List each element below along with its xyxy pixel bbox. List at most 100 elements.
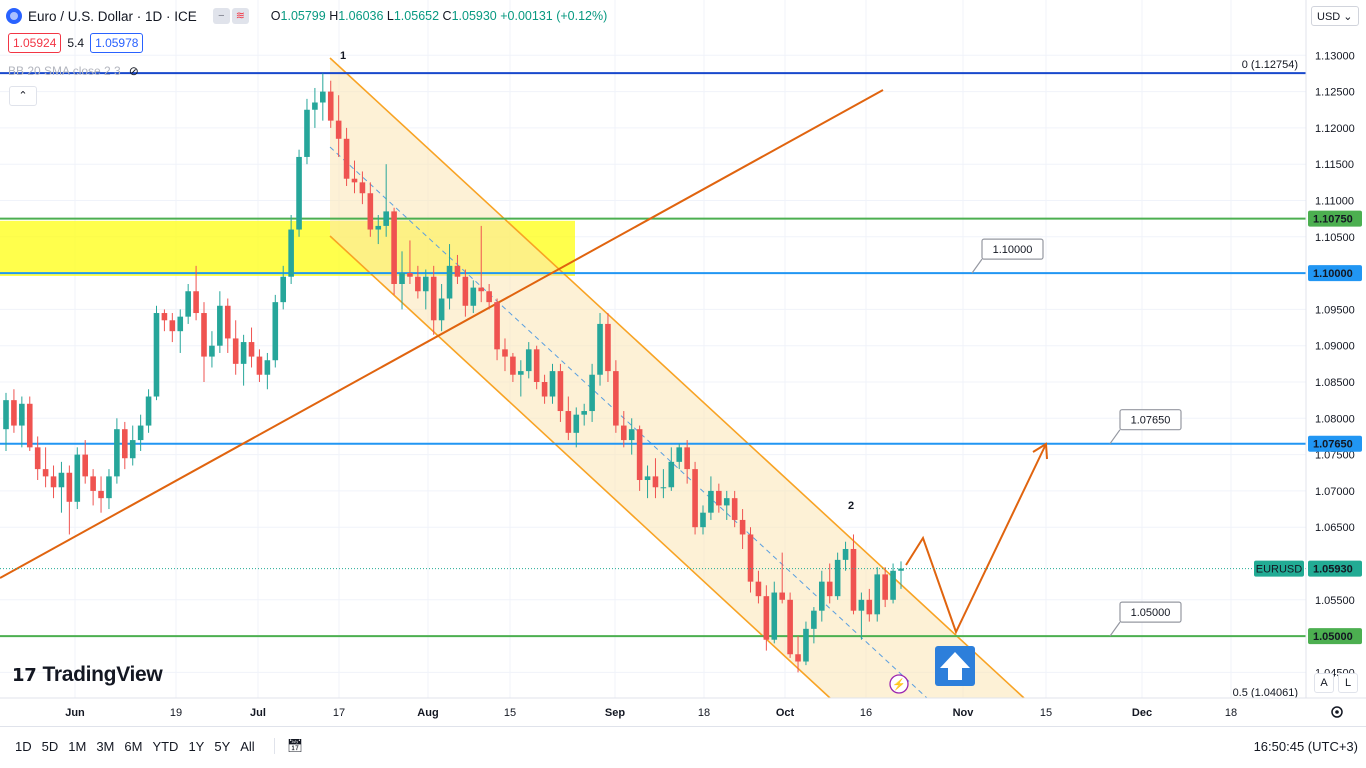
log-scale-button[interactable]: L [1338, 673, 1358, 693]
tf-1m[interactable]: 1M [68, 738, 87, 754]
price-tag-text: 1.05000 [1313, 631, 1353, 643]
candle-body [454, 265, 461, 277]
candle-body [438, 298, 445, 321]
collapse-legend-button[interactable]: ⌃ [9, 86, 37, 106]
tf-1d[interactable]: 1D [15, 738, 32, 754]
candle [161, 309, 168, 332]
price-tag-support-105000 [1308, 628, 1362, 645]
candle-body [700, 512, 706, 528]
candle [462, 269, 469, 317]
tf-1y[interactable]: 1Y [188, 738, 205, 754]
candle-body [605, 323, 611, 372]
candle [304, 98, 310, 165]
date-range-icon[interactable]: 📅︎ [273, 738, 309, 754]
candle-body [217, 305, 223, 346]
candle-body [874, 574, 881, 615]
candle-body [795, 654, 801, 662]
time-tick: Oct [776, 707, 795, 719]
candle [660, 469, 667, 499]
candle-body [19, 403, 25, 426]
tradingview-logo[interactable]: 𝟭𝟳 TradingView [12, 663, 163, 687]
candle [19, 396, 25, 448]
time-tick: 16 [860, 707, 872, 719]
grid [0, 0, 1306, 698]
low-label: L [386, 9, 394, 23]
candle-body [240, 342, 247, 364]
price-tag-resistance-110750 [1308, 210, 1362, 227]
candle-body [359, 182, 366, 194]
bottom-toolbar: 1D 5D 1M 3M 6M YTD 1Y 5Y All 📅︎ 16:50:45… [0, 726, 1366, 765]
clock[interactable]: 16:50:45 (UTC+3) [1253, 739, 1358, 754]
currency-select[interactable]: USD ⌄ [1311, 6, 1359, 26]
tf-3m[interactable]: 3M [96, 738, 115, 754]
projection-path [905, 443, 1047, 635]
candle-body [668, 461, 675, 488]
time-tick: Jun [65, 707, 85, 719]
candle-body [684, 447, 690, 470]
time-tick: 17 [333, 707, 345, 719]
candle [533, 345, 540, 390]
price-axis: 1.13000 1.12500 1.12000 1.11500 1.11000 1.105… [1254, 0, 1366, 698]
candle-body [533, 349, 540, 382]
minus-icon[interactable]: − [212, 8, 230, 24]
tf-5d[interactable]: 5D [41, 738, 59, 754]
callout-text: 1.07650 [1131, 415, 1171, 427]
candle [383, 164, 389, 237]
wave-icon[interactable]: ≋ [231, 8, 249, 24]
tf-5y[interactable]: 5Y [214, 738, 231, 754]
candle [834, 552, 841, 600]
compare-toggle[interactable]: − ≋ [212, 8, 249, 24]
candle [874, 567, 881, 622]
candle [232, 320, 239, 375]
candle-body [763, 596, 770, 640]
candle [779, 552, 785, 604]
candle [739, 509, 746, 549]
candle-body [193, 291, 199, 314]
candle-body [161, 313, 168, 321]
callout-pointer [971, 258, 983, 274]
price-tick: 1.09500 [1315, 304, 1355, 316]
time-tick: Dec [1132, 707, 1152, 719]
candle [327, 80, 334, 128]
candle-body [66, 472, 73, 502]
candle [795, 636, 801, 673]
callout-level-107650: 1.07650 [1109, 409, 1182, 445]
candle-body [256, 356, 263, 375]
channel-upper [329, 57, 1025, 699]
buy-price-button[interactable]: 1.05978 [90, 33, 144, 53]
uptrend-line [0, 89, 884, 579]
callout-box [981, 238, 1044, 260]
candle [3, 392, 9, 451]
candle [605, 313, 611, 382]
candle-body [882, 574, 888, 600]
candle-body [343, 138, 350, 179]
fib-0-label: 0 (1.12754) [1242, 59, 1298, 71]
high-label: H [329, 9, 339, 23]
eye-hidden-icon[interactable]: ⊘ [128, 64, 139, 78]
candle-body [446, 265, 453, 299]
candle [723, 490, 730, 520]
tf-ytd[interactable]: YTD [152, 738, 179, 754]
channel-lower [329, 235, 831, 699]
projection-arrowhead [1032, 442, 1048, 460]
candle [700, 505, 706, 535]
candle-body [739, 519, 746, 535]
price-tick: 1.08500 [1315, 377, 1355, 389]
candle-body [430, 276, 437, 321]
candle-body [42, 469, 49, 477]
auto-scale-button[interactable]: A [1314, 673, 1334, 693]
callout-text: 1.05000 [1131, 607, 1171, 619]
bid-ask: 1.05924 5.4 1.05978 [8, 33, 144, 53]
candle [217, 291, 223, 353]
chart-header: Euro / U.S. Dollar · 1D · ICE − ≋ O1.0579… [6, 6, 607, 26]
candle [256, 349, 263, 382]
indicator-legend[interactable]: BB 20 SMA close 2 3 ⊘ [8, 64, 139, 78]
symbol-title[interactable]: Euro / U.S. Dollar · 1D · ICE [28, 8, 197, 24]
price-tag-text: 1.10750 [1313, 214, 1353, 226]
tf-all[interactable]: All [240, 738, 255, 754]
tf-6m[interactable]: 6M [124, 738, 143, 754]
candle-body [296, 156, 302, 230]
wave-1-label: 1 [340, 50, 346, 62]
sell-price-button[interactable]: 1.05924 [8, 33, 62, 53]
